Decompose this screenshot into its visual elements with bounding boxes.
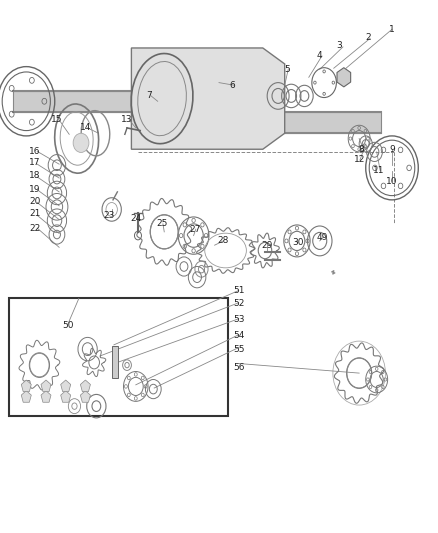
Text: 53: 53 [233,316,244,324]
Text: 49: 49 [316,233,328,241]
Text: 54: 54 [233,332,244,340]
Text: 11: 11 [373,166,385,175]
Text: 55: 55 [233,345,244,353]
Text: 9: 9 [389,145,395,154]
Text: 22: 22 [29,224,41,232]
Text: 17: 17 [29,158,41,167]
Text: 52: 52 [233,300,244,308]
Text: 12: 12 [353,156,365,164]
Polygon shape [112,346,118,378]
Polygon shape [13,91,166,112]
FancyBboxPatch shape [9,298,228,416]
Text: 16: 16 [29,148,41,156]
Text: 30: 30 [292,238,304,247]
Text: 29: 29 [261,241,273,249]
Text: 5: 5 [284,65,290,74]
Text: 8: 8 [358,145,364,154]
Polygon shape [131,48,285,149]
Text: 56: 56 [233,364,244,372]
Text: 19: 19 [29,185,41,193]
Text: 4: 4 [317,52,322,60]
Text: 14: 14 [80,124,91,132]
Text: 50: 50 [62,321,74,329]
Text: 28: 28 [218,237,229,245]
Text: 27: 27 [189,225,201,233]
Text: 6: 6 [229,81,235,90]
Text: 25: 25 [156,220,168,228]
Text: 20: 20 [29,197,41,206]
Text: 7: 7 [146,92,152,100]
Text: 21: 21 [29,209,41,217]
Circle shape [73,133,89,152]
Text: 23: 23 [104,212,115,220]
Text: 13: 13 [121,116,133,124]
Text: 10: 10 [386,177,398,185]
Polygon shape [272,112,381,133]
Text: 24: 24 [130,214,141,223]
Text: 51: 51 [233,286,244,295]
Text: 18: 18 [29,172,41,180]
Text: 2: 2 [365,33,371,42]
Text: 3: 3 [336,41,343,50]
Text: 15: 15 [51,116,63,124]
Text: 1: 1 [389,25,395,34]
